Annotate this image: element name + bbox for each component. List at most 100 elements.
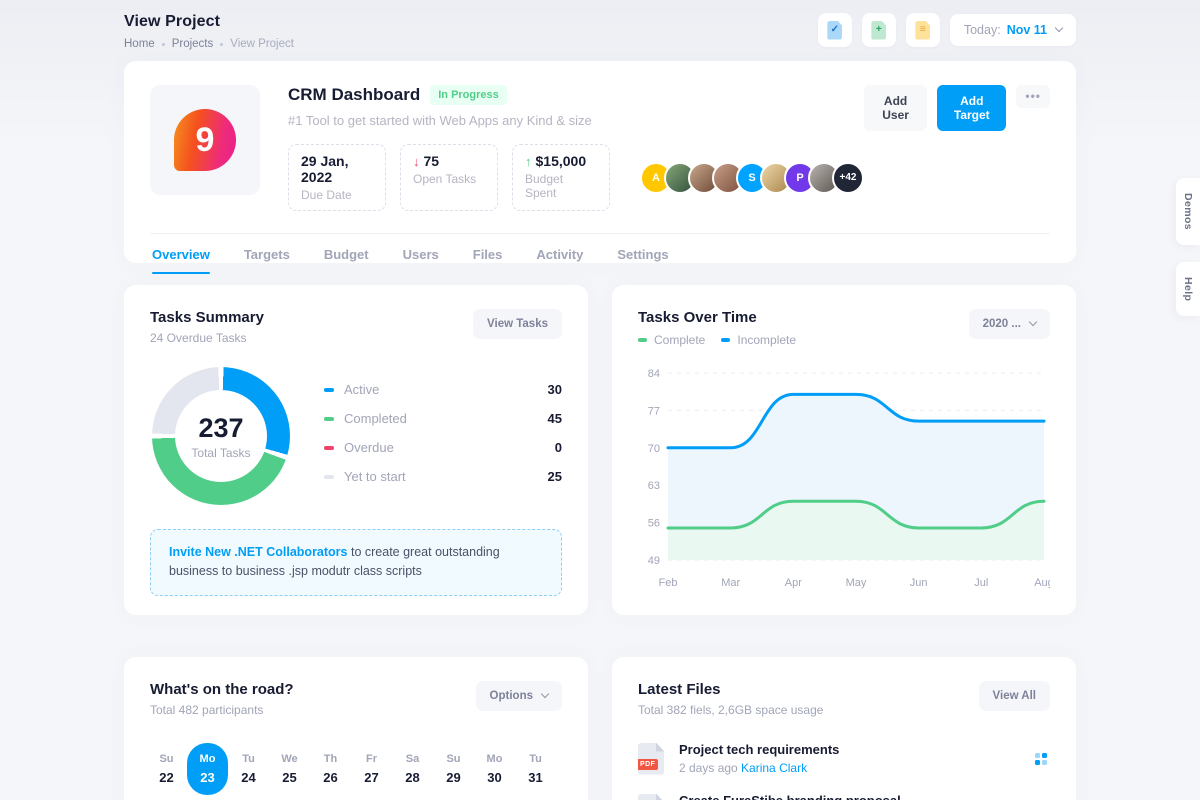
view-tasks-button[interactable]: View Tasks [473, 309, 562, 339]
svg-text:Jul: Jul [974, 577, 988, 589]
legend-item: Incomplete [721, 333, 796, 347]
file-row: PDF Project tech requirements 2 days ago K… [638, 733, 1050, 784]
stat-value: 29 Jan, 2022 [301, 153, 349, 185]
project-description: #1 Tool to get started with Web Apps any… [288, 113, 592, 128]
tab-users[interactable]: Users [402, 247, 439, 262]
legend-dash-icon [324, 387, 334, 392]
latest-files-subtitle: Total 382 fiels, 2,6GB space usage [638, 703, 824, 717]
invite-note-text: to create great outstanding business to … [169, 545, 500, 579]
file-lines-button[interactable]: ≡ [905, 13, 940, 47]
up-arrow-icon: ↑ [525, 153, 532, 169]
tab-files[interactable]: Files [472, 247, 503, 262]
tasks-summary-subtitle: 24 Overdue Tasks [150, 331, 247, 345]
day-mo-30[interactable]: Mo 30 [486, 753, 503, 785]
legend-dash-icon [324, 474, 334, 479]
legend-row: Yet to start 25 [324, 462, 562, 491]
file-owner-link[interactable]: Karina Clark [741, 761, 808, 775]
day-su-22[interactable]: Su 22 [159, 753, 174, 785]
file-check-button[interactable]: ✓ [817, 13, 852, 47]
more-options-button[interactable]: ••• [1016, 85, 1050, 108]
roadmap-title: What's on the road? [150, 681, 294, 698]
top-header: View Project Home Projects View Project ✓ +… [124, 0, 1076, 50]
stat-box: 29 Jan, 2022 Due Date [288, 144, 386, 211]
tab-budget[interactable]: Budget [323, 247, 369, 262]
legend-dash-icon [324, 445, 334, 450]
file-check-icon: ✓ [827, 20, 843, 40]
breadcrumb-separator [161, 42, 165, 46]
tab-overview[interactable]: Overview [152, 247, 210, 274]
file-type-icon: PDF [638, 742, 664, 775]
project-stats: 29 Jan, 2022 Due Date ↓ 75 Open Tasks ↑ $15,00… [288, 144, 624, 211]
file-name[interactable]: Project tech requirements [679, 742, 840, 757]
day-fr-27[interactable]: Fr 27 [364, 753, 379, 785]
tasks-over-time-chart: 84 77 70 63 56 49 Feb Mar Apr May Jun Jul Aug [648, 368, 1054, 589]
svg-text:63: 63 [648, 480, 660, 492]
chevron-down-icon [1028, 317, 1038, 327]
day-mo-23[interactable]: Mo 23 [187, 743, 228, 795]
tab-targets[interactable]: Targets [243, 247, 290, 262]
legend-value: 30 [547, 382, 562, 397]
day-su-29[interactable]: Su 29 [446, 753, 461, 785]
stat-label: Open Tasks [413, 172, 477, 186]
stat-label: Due Date [301, 188, 352, 202]
svg-text:77: 77 [648, 405, 660, 417]
file-actions-icon[interactable] [1032, 750, 1050, 768]
files-list: PDF Project tech requirements 2 days ago K… [638, 733, 1050, 800]
project-tabs: Overview Targets Budget Users Files Activity S… [150, 233, 1050, 274]
latest-files-title: Latest Files [638, 681, 721, 698]
file-plus-button[interactable]: + [861, 13, 896, 47]
svg-text:84: 84 [648, 368, 660, 380]
tasks-summary-title: Tasks Summary [150, 309, 264, 326]
today-date-dropdown[interactable]: Today: Nov 11 [949, 14, 1076, 46]
svg-text:56: 56 [648, 518, 660, 530]
day-tu-31[interactable]: Tu 31 [528, 753, 543, 785]
file-type-icon: DOC [638, 793, 664, 800]
breadcrumb-item[interactable]: Projects [171, 38, 214, 50]
legend-label: Active [344, 382, 380, 397]
svg-text:Apr: Apr [785, 577, 802, 589]
avatar-more-count[interactable]: +42 [832, 161, 864, 194]
stat-value: 75 [423, 153, 440, 169]
side-tab-help[interactable]: Help [1176, 262, 1200, 317]
project-members: A S P +42 [640, 161, 864, 194]
tab-settings[interactable]: Settings [617, 247, 669, 262]
today-value: Nov 11 [1006, 23, 1047, 37]
svg-text:May: May [846, 577, 867, 589]
stat-label: Budget Spent [525, 172, 564, 200]
invite-collaborators-note: Invite New .NET Collaborators to create … [150, 529, 562, 596]
roadmap-subtitle: Total 482 participants [150, 703, 264, 717]
tasks-summary-card: Tasks Summary 24 Overdue Tasks View Task… [124, 285, 588, 615]
project-card: 9 CRM Dashboard In Progress #1 Tool to g… [124, 61, 1076, 274]
legend-label: Completed [344, 411, 407, 426]
total-tasks-value: 237 [198, 412, 244, 443]
header-quick-actions: ✓ + ≡ [817, 13, 940, 47]
status-badge: In Progress [430, 85, 507, 105]
tab-activity[interactable]: Activity [536, 247, 584, 262]
legend-label: Overdue [344, 440, 394, 455]
project-logo-icon: 9 [174, 109, 236, 171]
breadcrumb-item[interactable]: Home [124, 38, 155, 50]
breadcrumb-item: View Project [230, 38, 294, 50]
side-tab-demos[interactable]: Demos [1176, 178, 1200, 246]
tasks-legend: Active 30 Completed 45 Overdue 0 Yet to start 2… [324, 375, 562, 505]
view-all-button[interactable]: View All [978, 681, 1050, 711]
year-filter-dropdown[interactable]: 2020 ... [968, 309, 1050, 339]
add-target-button[interactable]: Add Target [937, 85, 1007, 131]
legend-dash-icon [638, 338, 647, 342]
day-tu-24[interactable]: Tu 24 [241, 753, 256, 785]
legend-row: Completed 45 [324, 404, 562, 433]
day-th-26[interactable]: Th 26 [323, 753, 338, 785]
add-user-button[interactable]: Add User [864, 85, 928, 131]
invite-collaborators-link[interactable]: Invite New .NET Collaborators [169, 545, 348, 559]
over-time-legend: Complete Incomplete [638, 333, 796, 347]
tasks-over-time-title: Tasks Over Time [638, 309, 757, 326]
logo-glyph: 9 [195, 120, 215, 159]
legend-dash-icon [721, 338, 731, 342]
chevron-down-icon [540, 689, 550, 699]
day-we-25[interactable]: We 25 [281, 753, 298, 785]
svg-text:Feb: Feb [659, 577, 678, 589]
options-dropdown[interactable]: Options [475, 681, 562, 711]
file-name[interactable]: Create FureStibe branding proposal [679, 793, 1032, 800]
day-sa-28[interactable]: Sa 28 [405, 753, 420, 785]
